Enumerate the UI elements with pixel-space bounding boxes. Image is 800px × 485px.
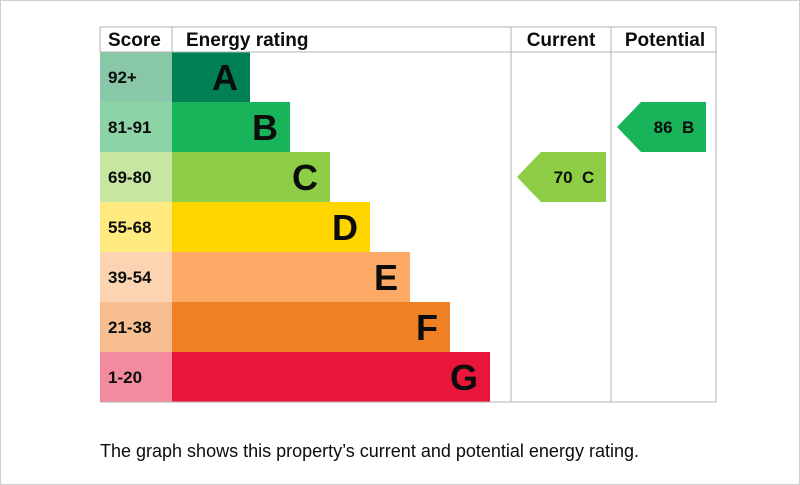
rating-letter-c: C [292,157,318,198]
rating-letter-f: F [416,307,438,348]
arrows-layer: 70 C 86 B [517,102,706,202]
score-cell-g [100,352,172,402]
current-rating-label: 70 C [554,168,595,187]
rating-bar-b [172,102,290,152]
score-cell-a [100,52,172,102]
potential-rating-arrow [617,102,706,152]
score-label-g: 1-20 [108,368,142,387]
score-cell-d [100,202,172,252]
rating-bar-d [172,202,370,252]
rating-letter-e: E [374,257,398,298]
rating-letter-b: B [252,107,278,148]
score-label-e: 39-54 [108,268,152,287]
score-label-d: 55-68 [108,218,151,237]
score-label-f: 21-38 [108,318,151,337]
rating-letter-d: D [332,207,358,248]
rating-letter-a: A [212,57,238,98]
rating-bar-c [172,152,330,202]
header-score: Score [108,30,161,51]
header-layer: Score Energy rating Current Potential [108,30,705,51]
rating-bar-e [172,252,410,302]
rating-bar-f [172,302,450,352]
header-potential: Potential [625,30,705,51]
grid-layer [99,26,717,403]
score-cell-c [100,152,172,202]
potential-rating-label: 86 B [654,118,695,137]
score-label-a: 92+ [108,68,137,87]
rating-letter-g: G [450,357,478,398]
header-energy-rating: Energy rating [186,30,308,51]
score-cell-e [100,252,172,302]
rating-bar-g [172,352,490,402]
header-current: Current [527,30,596,51]
rating-bar-a [172,52,250,102]
score-label-b: 81-91 [108,118,151,137]
energy-rating-chart: 92+ A81-91 B69-80 C55-68 D39-54 E21-38 F1-20 G … [99,26,717,403]
score-label-c: 69-80 [108,168,151,187]
chart-caption: The graph shows this property’s current … [100,441,639,461]
bands-layer: 92+ A 81-91 B 69-80 C 55-68 D 39-54 E 21-38 F 1-20 G [100,52,490,402]
score-cell-b [100,102,172,152]
score-cell-f [100,302,172,352]
current-rating-arrow [517,152,606,202]
